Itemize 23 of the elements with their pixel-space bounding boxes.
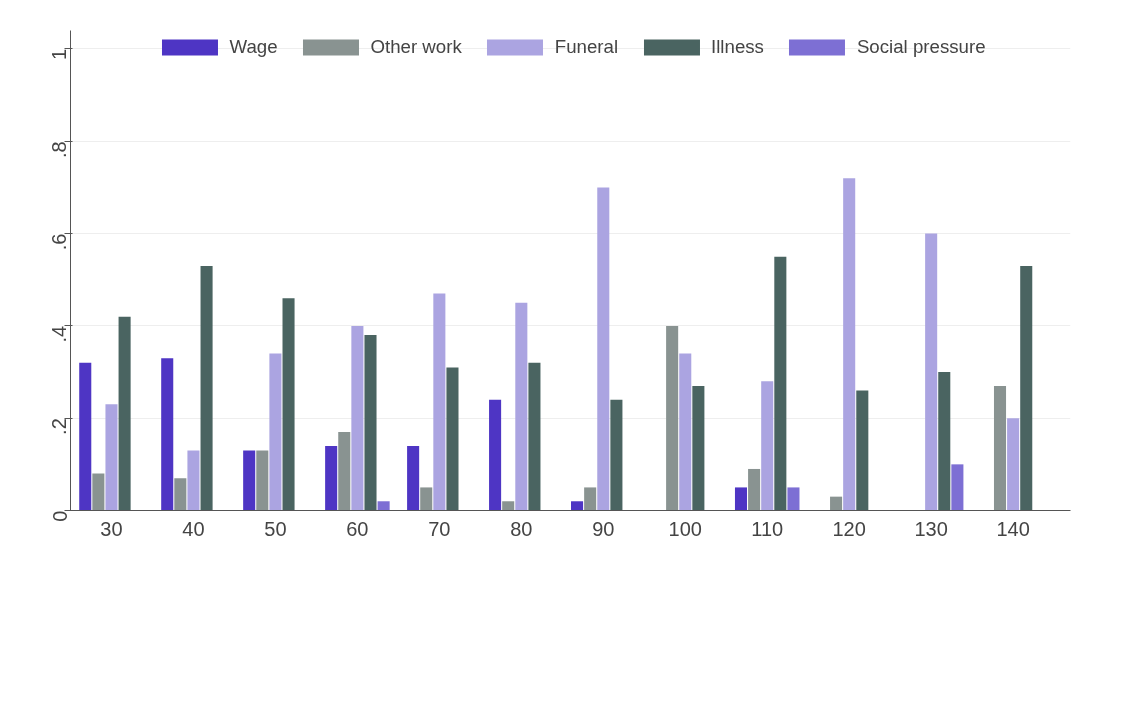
x-tick-label: 120 <box>832 517 866 540</box>
y-tick-label: 1 <box>48 48 71 61</box>
x-tick-label: 110 <box>751 517 784 540</box>
y-tick-label: .6 <box>48 233 71 251</box>
x-tick-label: 60 <box>346 517 369 540</box>
x-tick-label: 80 <box>510 517 533 540</box>
y-tick-label: .8 <box>48 141 71 158</box>
y-tick-label: 0 <box>48 510 71 522</box>
x-tick-label: 90 <box>592 517 615 540</box>
legend-label: Social pressure <box>856 36 986 58</box>
legend-label: Illness <box>711 36 764 58</box>
y-tick-label: .4 <box>48 325 71 343</box>
x-tick-label: 50 <box>264 517 287 540</box>
legend-label: Funeral <box>554 36 619 58</box>
legend-label: Wage <box>229 36 278 58</box>
x-tick-label: 140 <box>996 517 1030 540</box>
legend-label: Other work <box>370 36 462 58</box>
x-tick-label: 70 <box>428 517 451 540</box>
x-tick-label: 30 <box>100 517 123 540</box>
x-tick-label: 40 <box>182 517 205 540</box>
x-tick-label: 100 <box>668 517 702 540</box>
x-tick-label: 130 <box>914 517 948 540</box>
y-tick-label: .2 <box>48 418 71 435</box>
